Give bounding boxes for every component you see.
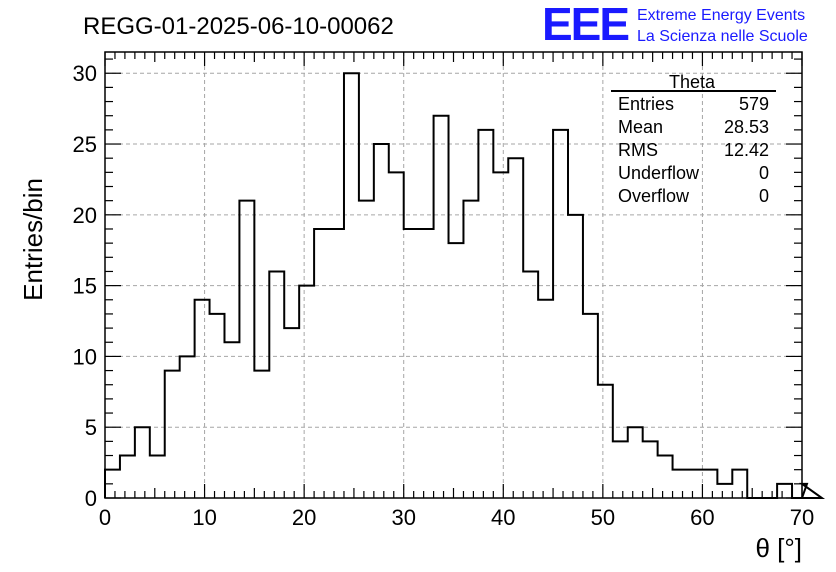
y-axis-label: Entries/bin	[18, 178, 48, 301]
stats-row-label: Mean	[618, 117, 663, 137]
x-tick-label: 0	[99, 505, 111, 530]
logo-line2: La Scienza nelle Scuole	[637, 28, 808, 45]
stats-row-value: 28.53	[724, 117, 769, 137]
stats-box-title: Theta	[669, 72, 716, 92]
stats-row-value: 579	[739, 94, 769, 114]
y-tick-label: 20	[73, 203, 97, 228]
x-tick-labels: 0 10 20 30 40 50 60 70	[99, 505, 814, 530]
stats-rows: Entries 579 Mean 28.53 RMS 12.42 Underflow 0 Ove…	[618, 94, 769, 206]
x-tick-label: 40	[491, 505, 515, 530]
y-tick-label: 30	[73, 61, 97, 86]
grid-lines	[105, 52, 802, 498]
plot-frame	[104, 51, 803, 499]
y-tick-label: 0	[85, 486, 97, 511]
x-tick-label: 20	[292, 505, 316, 530]
y-tick-label: 10	[73, 344, 97, 369]
x-tick-label: 70	[790, 505, 814, 530]
x-tick-label: 50	[591, 505, 615, 530]
stats-row-label: RMS	[618, 140, 658, 160]
x-tick-label: 30	[391, 505, 415, 530]
stats-box: Theta Entries 579 Mean 28.53 RMS 12.42 Underfl…	[611, 72, 776, 206]
y-tick-label: 15	[73, 274, 97, 299]
stats-row-label: Overflow	[618, 186, 690, 206]
logo-mark: EEE	[542, 0, 628, 50]
axis-ticks	[104, 52, 803, 499]
stats-row-value: 0	[759, 186, 769, 206]
y-tick-label: 25	[73, 132, 97, 157]
histogram-line	[104, 72, 826, 499]
stats-row-label: Underflow	[618, 163, 700, 183]
y-tick-label: 5	[85, 415, 97, 440]
stats-row-value: 0	[759, 163, 769, 183]
x-axis-label: θ [°]	[755, 533, 802, 563]
x-tick-label: 10	[192, 505, 216, 530]
logo-line1: Extreme Energy Events	[637, 7, 805, 24]
stats-row-label: Entries	[618, 94, 674, 114]
stats-row-value: 12.42	[724, 140, 769, 160]
x-tick-label: 60	[690, 505, 714, 530]
chart-title: REGG-01-2025-06-10-00062	[83, 13, 394, 40]
y-tick-labels: 0 5 10 15 20 25 30	[73, 61, 97, 511]
eee-logo: EEE Extreme Energy Events La Scienza nel…	[542, 0, 808, 50]
